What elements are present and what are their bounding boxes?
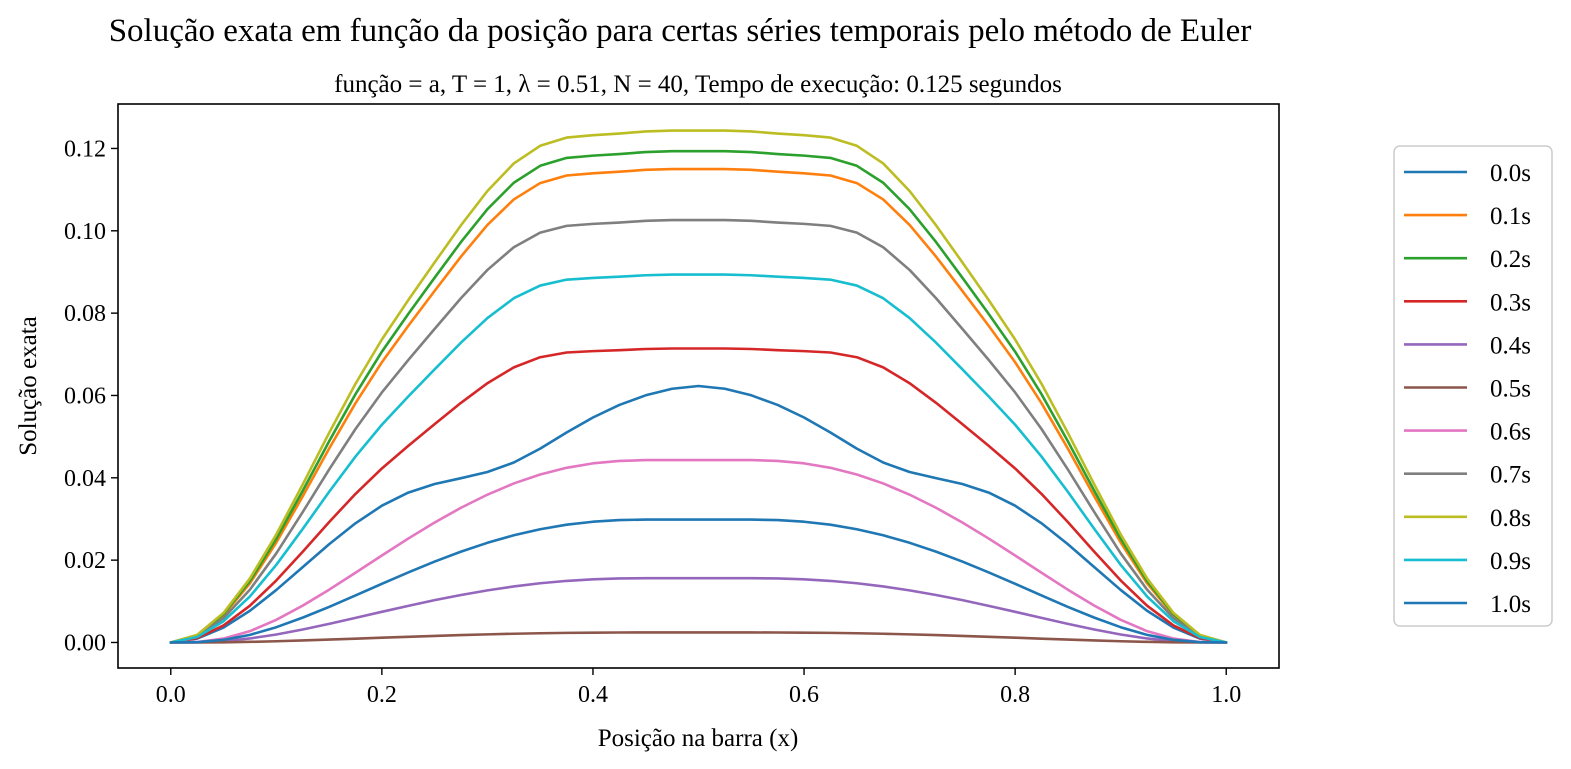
x-tick-label: 0.4: [578, 682, 608, 708]
y-tick-label: 0.04: [64, 466, 106, 492]
x-axis-label: Posição na barra (x): [598, 725, 799, 752]
chart-subtitle: função = a, T = 1, λ = 0.51, N = 40, Tem…: [334, 71, 1062, 98]
chart-title: Solução exata em função da posição para …: [109, 13, 1252, 49]
y-tick-label: 0.10: [64, 219, 106, 245]
series-line-2: [169, 149, 1228, 644]
x-tick-label: 0.2: [367, 682, 397, 708]
y-tick-label: 0.08: [64, 301, 106, 327]
legend-label: 0.1s: [1490, 203, 1531, 230]
legend-label: 0.0s: [1490, 160, 1531, 187]
y-axis-label: Solução exata: [15, 316, 42, 456]
legend-label: 0.7s: [1490, 462, 1531, 489]
x-tick-label: 0.8: [1000, 682, 1030, 708]
series-line-1: [169, 167, 1228, 644]
series-line-0: [169, 384, 1228, 644]
x-tick-label: 0.6: [789, 682, 819, 708]
legend-box: [1393, 145, 1553, 627]
legend-label: 0.8s: [1490, 505, 1531, 532]
y-tick-label: 0.06: [64, 383, 106, 409]
legend-label: 0.3s: [1490, 289, 1531, 316]
plot-frame: [117, 103, 1280, 669]
series-line-4: [169, 576, 1228, 644]
series-line-10: [169, 518, 1228, 644]
series-line-6: [169, 458, 1228, 644]
legend-label: 0.9s: [1490, 548, 1531, 575]
plot-lines: [169, 129, 1228, 644]
x-tick-label: 0.0: [156, 682, 186, 708]
series-line-9: [169, 273, 1228, 644]
y-tick-label: 0.02: [64, 548, 106, 574]
legend-label: 0.2s: [1490, 246, 1531, 273]
x-axis: 0.0 0.2 0.4 0.6 0.8 1.0: [156, 668, 1241, 708]
series-line-3: [169, 347, 1228, 644]
y-axis: 0.00 0.02 0.04 0.06 0.08 0.10 0.12: [64, 136, 118, 656]
series-line-7: [169, 218, 1228, 644]
legend-label: 0.4s: [1490, 332, 1531, 359]
legend: 0.0s 0.1s 0.2s 0.3s 0.4s 0.5s 0.6s 0.7s 0.8s 0.9s…: [1393, 145, 1553, 627]
legend-label: 1.0s: [1490, 591, 1531, 618]
x-tick-label: 1.0: [1211, 682, 1241, 708]
legend-label: 0.5s: [1490, 376, 1531, 403]
series-line-8: [169, 129, 1228, 644]
y-tick-label: 0.12: [64, 136, 106, 162]
series-line-5: [169, 631, 1228, 644]
y-tick-label: 0.00: [64, 630, 106, 656]
legend-label: 0.6s: [1490, 419, 1531, 446]
